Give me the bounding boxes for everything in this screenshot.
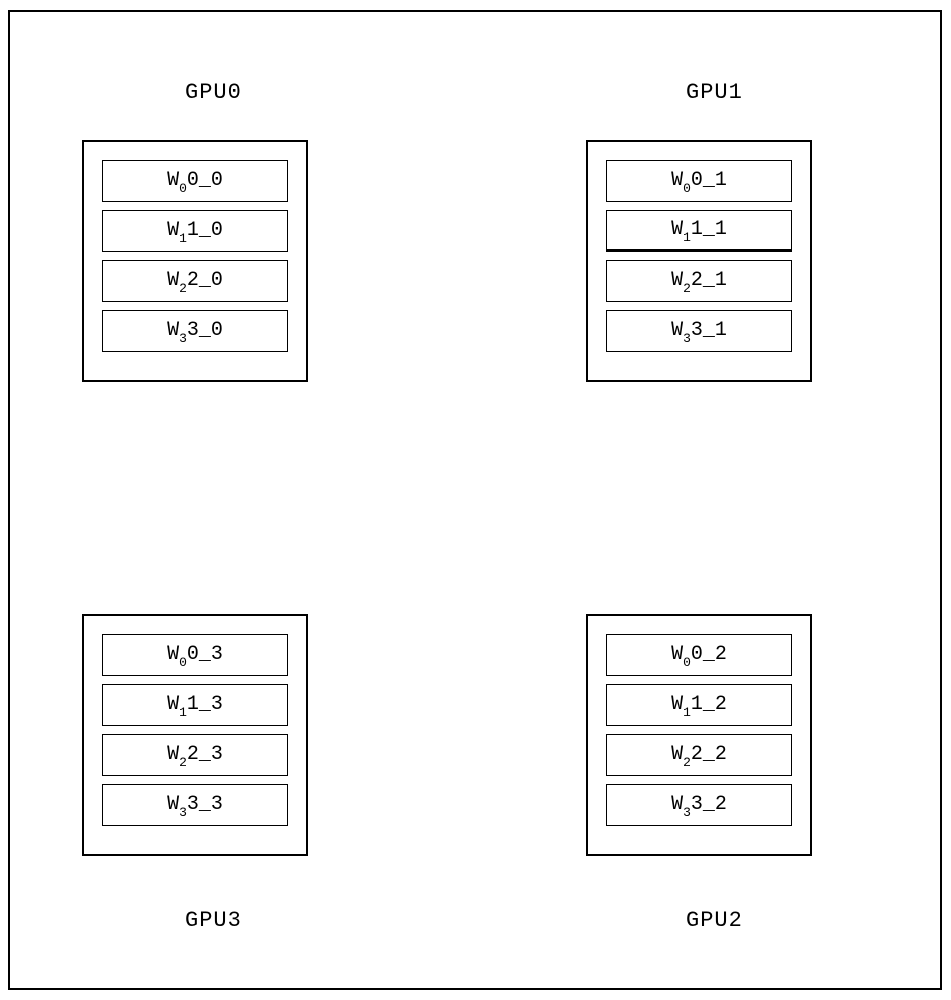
gpu0-row-1: W11_0 [102,210,288,252]
gpu2-row-1: W11_2 [606,684,792,726]
gpu2-label: GPU2 [686,908,743,933]
gpu2-row-0: W00_2 [606,634,792,676]
gpu0-row-2-text: W22_0 [167,269,223,294]
gpu1-row-1-text: W11_1 [671,218,727,243]
gpu1-label: GPU1 [686,80,743,105]
gpu3-row-2: W22_3 [102,734,288,776]
gpu1-row-3-text: W33_1 [671,319,727,344]
gpu0-label: GPU0 [185,80,242,105]
gpu2-row-2-text: W22_2 [671,743,727,768]
gpu1-row-2: W22_1 [606,260,792,302]
gpu0-row-1-text: W11_0 [167,219,223,244]
gpu2-row-3-text: W33_2 [671,793,727,818]
gpu1-row-2-text: W22_1 [671,269,727,294]
gpu0-row-3: W33_0 [102,310,288,352]
gpu3-row-0: W00_3 [102,634,288,676]
gpu0-row-3-text: W33_0 [167,319,223,344]
gpu2-row-2: W22_2 [606,734,792,776]
gpu2-row-1-text: W11_2 [671,693,727,718]
gpu3-row-1: W11_3 [102,684,288,726]
gpu2-row-3: W33_2 [606,784,792,826]
gpu1-row-0-text: W00_1 [671,169,727,194]
gpu0-row-0: W00_0 [102,160,288,202]
gpu3-row-3-text: W33_3 [167,793,223,818]
gpu3-row-3: W33_3 [102,784,288,826]
gpu1-row-1: W11_1 [606,210,792,252]
gpu3-row-2-text: W22_3 [167,743,223,768]
gpu1-row-3: W33_1 [606,310,792,352]
gpu0-row-0-text: W00_0 [167,169,223,194]
gpu1-row-0: W00_1 [606,160,792,202]
gpu3-label: GPU3 [185,908,242,933]
gpu0-row-2: W22_0 [102,260,288,302]
gpu3-row-0-text: W00_3 [167,643,223,668]
gpu2-row-0-text: W00_2 [671,643,727,668]
gpu3-row-1-text: W11_3 [167,693,223,718]
